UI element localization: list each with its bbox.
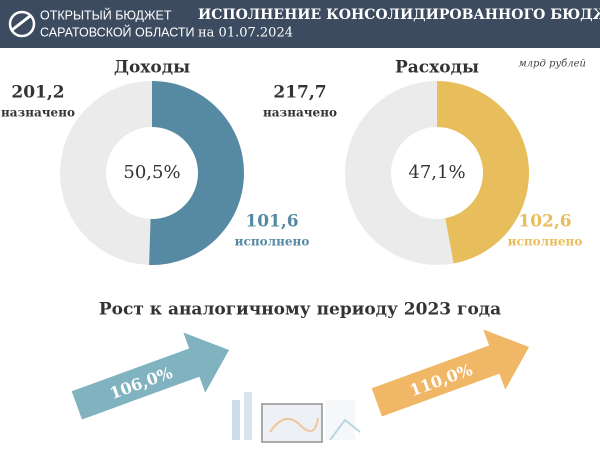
executed-caption: исполнено	[508, 235, 583, 249]
logo-line: САРАТОВСКОЙ ОБЛАСТИ	[40, 24, 194, 39]
illustration	[232, 392, 361, 443]
planned-value: 201,2	[11, 83, 64, 103]
logo-icon	[8, 10, 36, 38]
percent-label: 47,1%	[408, 162, 465, 183]
growth-arrow: 106,0%	[71, 332, 230, 420]
planned-value: 217,7	[273, 83, 326, 103]
chart-title: Расходы	[395, 58, 479, 78]
chart-title: Доходы	[114, 58, 190, 78]
percent-label: 50,5%	[123, 162, 180, 183]
executed-caption: исполнено	[235, 235, 310, 249]
executed-value: 101,6	[245, 212, 298, 232]
header-bar	[0, 0, 600, 48]
growth-title: Рост к аналогичному периоду 2023 года	[99, 300, 501, 320]
executed-value: 102,6	[518, 212, 571, 232]
planned-caption: назначено	[263, 106, 337, 120]
header-title: ИСПОЛНЕНИЕ КОНСОЛИДИРОВАННОГО БЮДЖЕТА	[198, 7, 600, 23]
donut-arc	[437, 81, 530, 264]
logo-line: ОТКРЫТЫЙ БЮДЖЕТ	[40, 7, 172, 22]
growth-arrow: 110,0%	[371, 329, 530, 417]
unit-label: млрд рублей	[518, 59, 586, 70]
arrow-shape	[71, 332, 230, 420]
arrow-shape	[371, 329, 530, 417]
planned-caption: назначено	[1, 106, 75, 120]
header-date: на 01.07.2024	[198, 26, 293, 41]
donut-arc	[149, 81, 245, 265]
